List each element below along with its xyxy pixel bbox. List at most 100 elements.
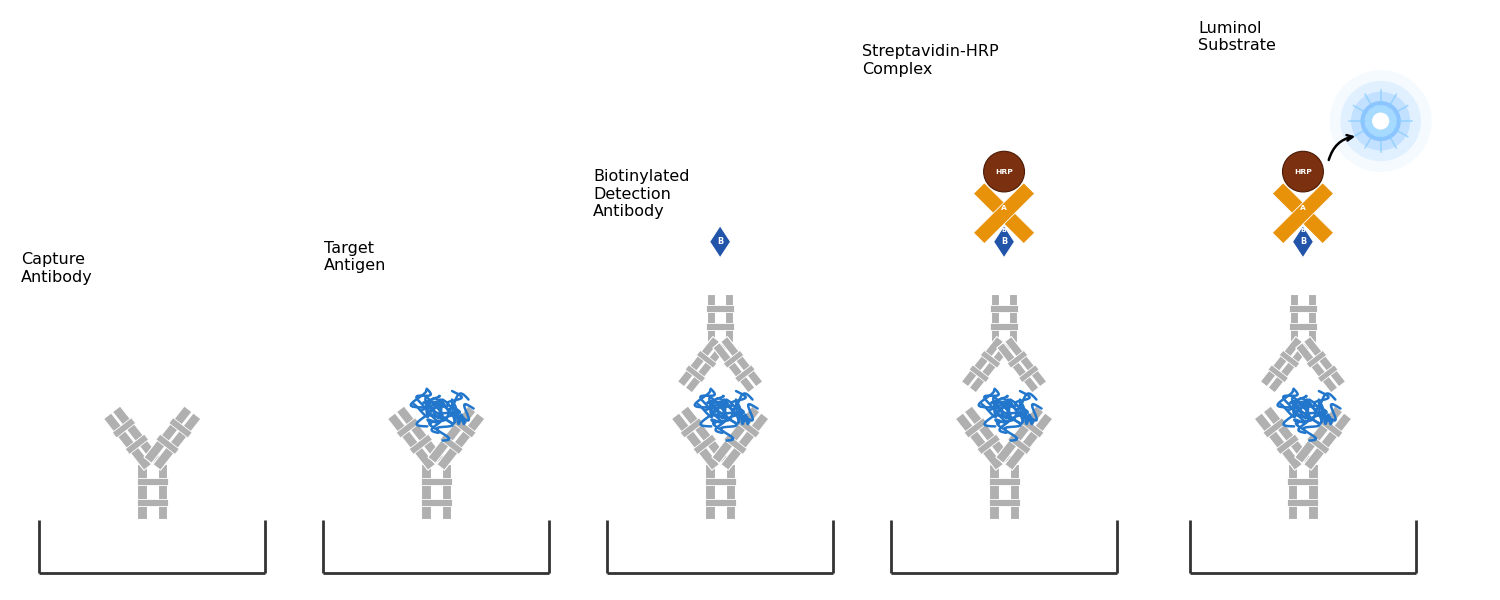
- Polygon shape: [969, 365, 990, 383]
- Polygon shape: [136, 499, 168, 506]
- Polygon shape: [726, 464, 735, 519]
- Polygon shape: [693, 434, 717, 454]
- Polygon shape: [420, 478, 452, 485]
- Polygon shape: [1304, 413, 1352, 470]
- Polygon shape: [1306, 434, 1330, 454]
- Polygon shape: [420, 499, 452, 506]
- Polygon shape: [1308, 294, 1317, 342]
- Polygon shape: [144, 406, 192, 463]
- Polygon shape: [1317, 365, 1338, 383]
- Polygon shape: [1263, 418, 1287, 438]
- Polygon shape: [964, 406, 1012, 463]
- Text: B: B: [1300, 237, 1306, 246]
- Polygon shape: [112, 406, 160, 463]
- Circle shape: [1360, 101, 1401, 141]
- Polygon shape: [1008, 350, 1028, 368]
- Polygon shape: [156, 434, 178, 454]
- Polygon shape: [681, 406, 729, 463]
- Polygon shape: [988, 464, 999, 519]
- Polygon shape: [686, 343, 728, 393]
- Polygon shape: [1290, 294, 1298, 342]
- Text: B: B: [1000, 237, 1006, 246]
- Polygon shape: [1290, 323, 1317, 330]
- Polygon shape: [981, 350, 1000, 368]
- Polygon shape: [124, 434, 148, 454]
- Polygon shape: [1306, 350, 1326, 368]
- Text: Biotinylated
Detection
Antibody: Biotinylated Detection Antibody: [592, 169, 690, 219]
- Polygon shape: [136, 464, 147, 519]
- Text: B: B: [717, 237, 723, 246]
- Polygon shape: [735, 365, 754, 383]
- Polygon shape: [1294, 406, 1342, 463]
- Polygon shape: [705, 464, 714, 519]
- Polygon shape: [724, 294, 734, 342]
- Polygon shape: [1263, 406, 1311, 463]
- Text: HRP: HRP: [994, 169, 1012, 175]
- Polygon shape: [1276, 434, 1299, 454]
- Polygon shape: [706, 323, 734, 330]
- Polygon shape: [1008, 434, 1031, 454]
- Polygon shape: [686, 365, 705, 383]
- Polygon shape: [736, 418, 760, 438]
- Polygon shape: [1272, 183, 1334, 244]
- Polygon shape: [136, 478, 168, 485]
- Polygon shape: [678, 337, 720, 387]
- Polygon shape: [705, 478, 735, 485]
- Polygon shape: [712, 343, 754, 393]
- Polygon shape: [112, 418, 135, 438]
- Polygon shape: [1320, 418, 1342, 438]
- Text: HRP: HRP: [1294, 169, 1312, 175]
- Text: A: A: [1000, 205, 1006, 211]
- Polygon shape: [153, 413, 201, 470]
- Polygon shape: [974, 183, 1035, 244]
- Polygon shape: [1268, 343, 1310, 393]
- Circle shape: [1352, 92, 1410, 151]
- Polygon shape: [1005, 337, 1047, 387]
- Polygon shape: [1010, 464, 1019, 519]
- Polygon shape: [993, 226, 1014, 258]
- Text: B: B: [1300, 229, 1305, 233]
- Polygon shape: [1020, 418, 1044, 438]
- Polygon shape: [440, 434, 464, 454]
- Polygon shape: [387, 413, 435, 470]
- Polygon shape: [988, 478, 1020, 485]
- Text: Target
Antigen: Target Antigen: [324, 241, 387, 273]
- Polygon shape: [712, 406, 760, 463]
- Polygon shape: [441, 464, 452, 519]
- Polygon shape: [974, 183, 1035, 244]
- Polygon shape: [990, 323, 1017, 330]
- Polygon shape: [1287, 478, 1318, 485]
- Polygon shape: [996, 406, 1044, 463]
- Polygon shape: [672, 413, 720, 470]
- Circle shape: [1372, 113, 1389, 130]
- Polygon shape: [1290, 305, 1317, 312]
- Polygon shape: [1260, 337, 1302, 387]
- Polygon shape: [1254, 413, 1302, 470]
- Polygon shape: [427, 406, 476, 463]
- Polygon shape: [976, 434, 1000, 454]
- Polygon shape: [396, 406, 444, 463]
- Polygon shape: [710, 226, 730, 258]
- Polygon shape: [1308, 464, 1318, 519]
- Polygon shape: [1268, 365, 1288, 383]
- Polygon shape: [706, 305, 734, 312]
- Circle shape: [1329, 70, 1432, 172]
- Polygon shape: [436, 413, 484, 470]
- Circle shape: [1341, 81, 1420, 161]
- Polygon shape: [1293, 226, 1314, 258]
- Polygon shape: [990, 294, 999, 342]
- Polygon shape: [696, 350, 717, 368]
- Polygon shape: [964, 418, 987, 438]
- Polygon shape: [706, 294, 716, 342]
- Polygon shape: [724, 434, 747, 454]
- Polygon shape: [722, 413, 770, 470]
- Polygon shape: [1280, 350, 1299, 368]
- Polygon shape: [1010, 294, 1017, 342]
- Polygon shape: [1287, 499, 1318, 506]
- Polygon shape: [170, 418, 192, 438]
- Polygon shape: [990, 305, 1017, 312]
- Polygon shape: [998, 343, 1039, 393]
- Polygon shape: [410, 434, 432, 454]
- Text: A: A: [1300, 205, 1306, 211]
- Polygon shape: [422, 464, 430, 519]
